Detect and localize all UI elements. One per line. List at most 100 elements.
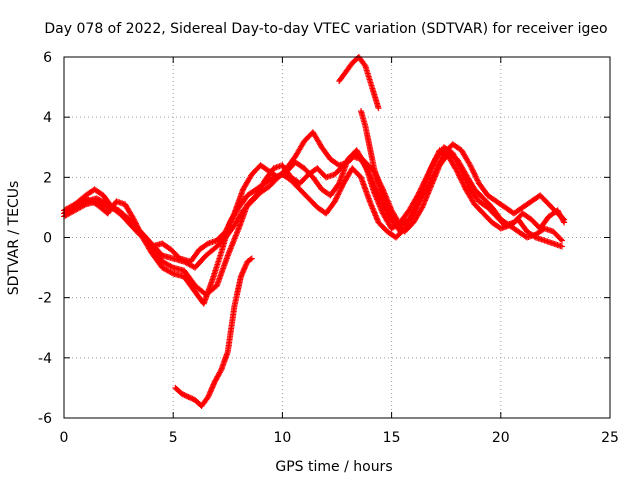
data-point xyxy=(473,176,480,183)
data-point xyxy=(335,181,342,188)
y-tick-label: 0 xyxy=(43,231,52,247)
data-series-track-6 xyxy=(336,54,382,112)
y-axis-label: SDTVAR / TECUs xyxy=(6,181,22,296)
data-point xyxy=(428,163,435,170)
data-point xyxy=(227,218,234,225)
x-tick-label: 10 xyxy=(273,430,291,446)
data-series-track-4 xyxy=(61,150,565,298)
y-tick-label: -6 xyxy=(38,411,52,427)
data-point xyxy=(247,256,254,263)
data-point xyxy=(189,395,196,402)
data-point xyxy=(418,184,425,191)
data-point xyxy=(178,390,185,397)
y-tick-label: 4 xyxy=(43,110,52,126)
data-point xyxy=(417,186,424,193)
x-tick-label: 25 xyxy=(601,430,619,446)
data-point xyxy=(365,169,372,176)
data-point xyxy=(168,269,175,276)
data-point xyxy=(471,170,478,177)
plot-data xyxy=(61,54,568,409)
data-point xyxy=(426,167,433,174)
data-point xyxy=(422,175,429,182)
data-point xyxy=(81,202,88,209)
data-point xyxy=(420,181,427,188)
data-point xyxy=(557,236,564,243)
x-tick-label: 5 xyxy=(169,430,178,446)
data-point xyxy=(188,395,195,402)
data-point xyxy=(225,222,232,229)
data-point xyxy=(227,217,234,224)
data-point xyxy=(337,187,344,194)
data-point xyxy=(424,171,431,178)
data-point xyxy=(333,195,340,202)
data-point xyxy=(470,169,477,176)
data-point xyxy=(472,173,479,180)
data-point xyxy=(474,177,481,184)
data-point xyxy=(426,168,433,175)
data-point xyxy=(418,185,425,192)
x-tick-label: 15 xyxy=(383,430,401,446)
data-point xyxy=(229,214,236,221)
data-point xyxy=(428,164,435,171)
data-point xyxy=(561,216,568,223)
data-series-track-3 xyxy=(61,129,568,271)
data-point xyxy=(467,163,474,170)
data-point xyxy=(415,190,422,197)
grid xyxy=(64,57,610,418)
data-point xyxy=(430,159,437,166)
data-point xyxy=(248,255,255,262)
data-point xyxy=(186,394,193,401)
x-tick-label: 20 xyxy=(492,430,510,446)
data-point xyxy=(429,161,436,168)
data-point xyxy=(331,198,338,205)
data-point xyxy=(217,368,224,375)
data-point xyxy=(226,220,233,227)
data-point xyxy=(230,213,237,220)
data-point xyxy=(558,243,565,250)
data-point xyxy=(425,170,432,177)
data-point xyxy=(184,393,191,400)
data-point xyxy=(228,215,235,222)
y-tick-label: 6 xyxy=(43,50,52,66)
data-point xyxy=(468,165,475,172)
data-point xyxy=(336,188,343,195)
data-series-track-7 xyxy=(358,108,404,235)
data-point xyxy=(469,167,476,174)
y-tick-label: -2 xyxy=(38,291,52,307)
data-point xyxy=(203,241,210,248)
chart-title: Day 078 of 2022, Sidereal Day-to-day VTE… xyxy=(44,21,607,37)
data-point xyxy=(180,391,187,398)
data-point xyxy=(414,192,421,199)
data-point xyxy=(416,189,423,196)
data-point xyxy=(467,162,474,169)
data-point xyxy=(375,105,382,112)
data-point xyxy=(168,263,175,270)
data-point xyxy=(185,393,192,400)
data-point xyxy=(230,211,237,218)
data-series-track-5 xyxy=(172,255,255,409)
data-point xyxy=(424,172,431,179)
data-point xyxy=(421,178,428,185)
y-tick-label: 2 xyxy=(43,170,52,186)
data-point xyxy=(422,177,429,184)
data-point xyxy=(335,190,342,197)
data-point xyxy=(103,203,110,210)
data-point xyxy=(225,221,232,228)
data-point xyxy=(419,182,426,189)
data-point xyxy=(558,237,565,244)
x-tick-label: 0 xyxy=(60,430,69,446)
data-point xyxy=(420,179,427,186)
data-point xyxy=(181,392,188,399)
data-point xyxy=(427,166,434,173)
data-point xyxy=(182,392,189,399)
data-point xyxy=(334,192,341,199)
data-point xyxy=(560,215,567,222)
data-point xyxy=(418,205,425,212)
axis-ticks: 0 5 10 15 20 25 -6 -4 -2 0 2 4 6 xyxy=(38,50,619,446)
data-point xyxy=(333,194,340,201)
data-point xyxy=(469,166,476,173)
data-point xyxy=(473,174,480,181)
data-point xyxy=(416,188,423,195)
data-point xyxy=(396,227,403,234)
